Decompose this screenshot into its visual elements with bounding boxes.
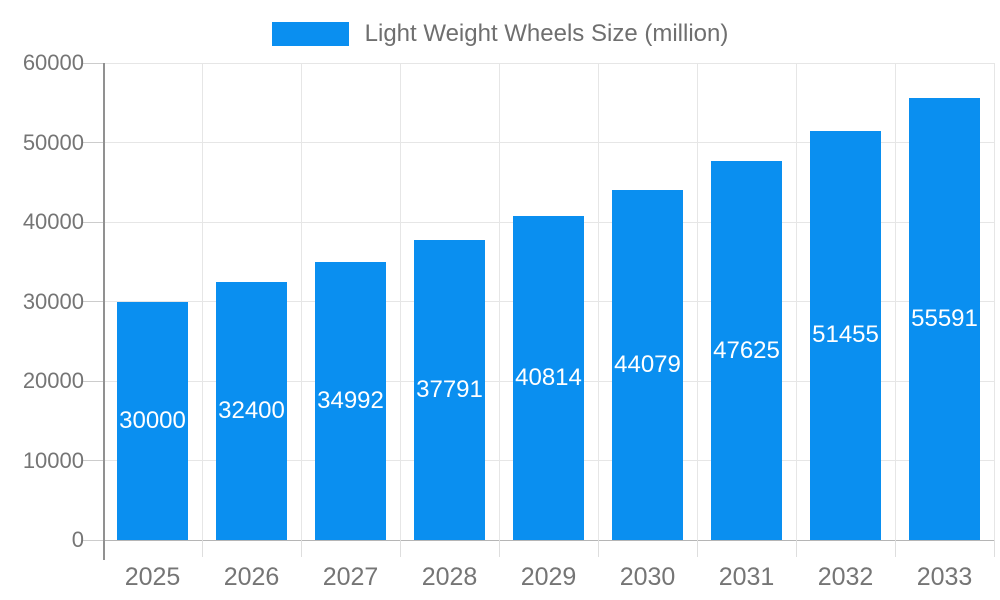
bar-2031[interactable] bbox=[711, 161, 782, 540]
y-tick-label: 40000 bbox=[22, 209, 84, 234]
x-axis-tick bbox=[201, 540, 203, 557]
x-axis-line bbox=[103, 539, 994, 541]
y-tick-label: 20000 bbox=[22, 368, 84, 393]
y-axis-tick bbox=[83, 460, 103, 461]
bar-value-label: 47625 bbox=[713, 336, 780, 364]
v-gridline bbox=[696, 63, 698, 540]
bar-value-label: 34992 bbox=[317, 386, 384, 414]
x-tick-label: 2027 bbox=[322, 563, 379, 591]
bar-2028[interactable] bbox=[414, 239, 485, 540]
y-tick-label: 50000 bbox=[22, 129, 84, 155]
x-axis-tick bbox=[498, 540, 500, 557]
bar-value-label: 55591 bbox=[911, 305, 978, 333]
y-axis-tick bbox=[83, 62, 103, 64]
bar-value-label: 44079 bbox=[614, 350, 681, 378]
x-axis-tick bbox=[894, 540, 896, 557]
bar-value-label: 37791 bbox=[416, 375, 483, 403]
x-tick-label: 2029 bbox=[520, 563, 577, 591]
y-axis-tick bbox=[83, 142, 103, 143]
bar-2032[interactable] bbox=[810, 130, 881, 540]
bar-2030[interactable] bbox=[612, 189, 683, 540]
x-tick-label: 2031 bbox=[718, 563, 775, 591]
y-axis-tick bbox=[83, 380, 103, 382]
y-axis-tick bbox=[83, 221, 103, 223]
bar-2033[interactable] bbox=[909, 98, 980, 540]
v-gridline bbox=[993, 63, 995, 540]
legend-label: Light Weight Wheels Size (million) bbox=[364, 20, 729, 47]
v-gridline bbox=[894, 63, 896, 540]
x-tick-label: 2033 bbox=[916, 563, 973, 591]
y-axis-line bbox=[103, 63, 105, 560]
v-gridline bbox=[201, 63, 203, 540]
v-gridline bbox=[498, 63, 500, 540]
x-axis-tick bbox=[696, 540, 698, 557]
bar-value-label: 51455 bbox=[812, 321, 879, 349]
y-tick-label: 10000 bbox=[22, 447, 84, 473]
legend-swatch bbox=[271, 22, 349, 46]
y-axis-tick bbox=[83, 539, 103, 541]
x-axis-tick bbox=[597, 540, 599, 557]
x-axis-tick bbox=[300, 540, 302, 557]
bar-value-label: 40814 bbox=[515, 363, 582, 391]
x-tick-label: 2025 bbox=[124, 563, 181, 591]
y-axis-tick bbox=[83, 301, 103, 302]
y-tick-label: 0 bbox=[71, 527, 84, 552]
bar-2025[interactable] bbox=[117, 301, 188, 540]
bar-value-label: 32400 bbox=[218, 397, 285, 425]
bar-2026[interactable] bbox=[216, 282, 287, 540]
v-gridline bbox=[399, 63, 401, 540]
x-tick-label: 2026 bbox=[223, 563, 280, 591]
h-gridline bbox=[103, 142, 994, 143]
v-gridline bbox=[795, 63, 797, 540]
x-axis-tick bbox=[993, 540, 995, 557]
bar-2027[interactable] bbox=[315, 261, 386, 540]
h-gridline bbox=[103, 62, 994, 64]
y-tick-label: 30000 bbox=[22, 288, 84, 314]
legend: Light Weight Wheels Size (million) bbox=[0, 20, 1000, 48]
v-gridline bbox=[597, 63, 599, 540]
x-tick-label: 2028 bbox=[421, 563, 478, 591]
x-tick-label: 2032 bbox=[817, 563, 874, 591]
x-axis-tick bbox=[795, 540, 797, 557]
y-tick-label: 60000 bbox=[22, 50, 84, 75]
v-gridline bbox=[300, 63, 302, 540]
plot-area: 0 10000 20000 30000 40000 50000 60000 30000 2025… bbox=[23, 50, 995, 591]
bar-value-label: 30000 bbox=[119, 406, 186, 434]
bar-2029[interactable] bbox=[513, 215, 584, 540]
x-axis-tick bbox=[399, 540, 401, 557]
x-tick-label: 2030 bbox=[619, 563, 676, 591]
